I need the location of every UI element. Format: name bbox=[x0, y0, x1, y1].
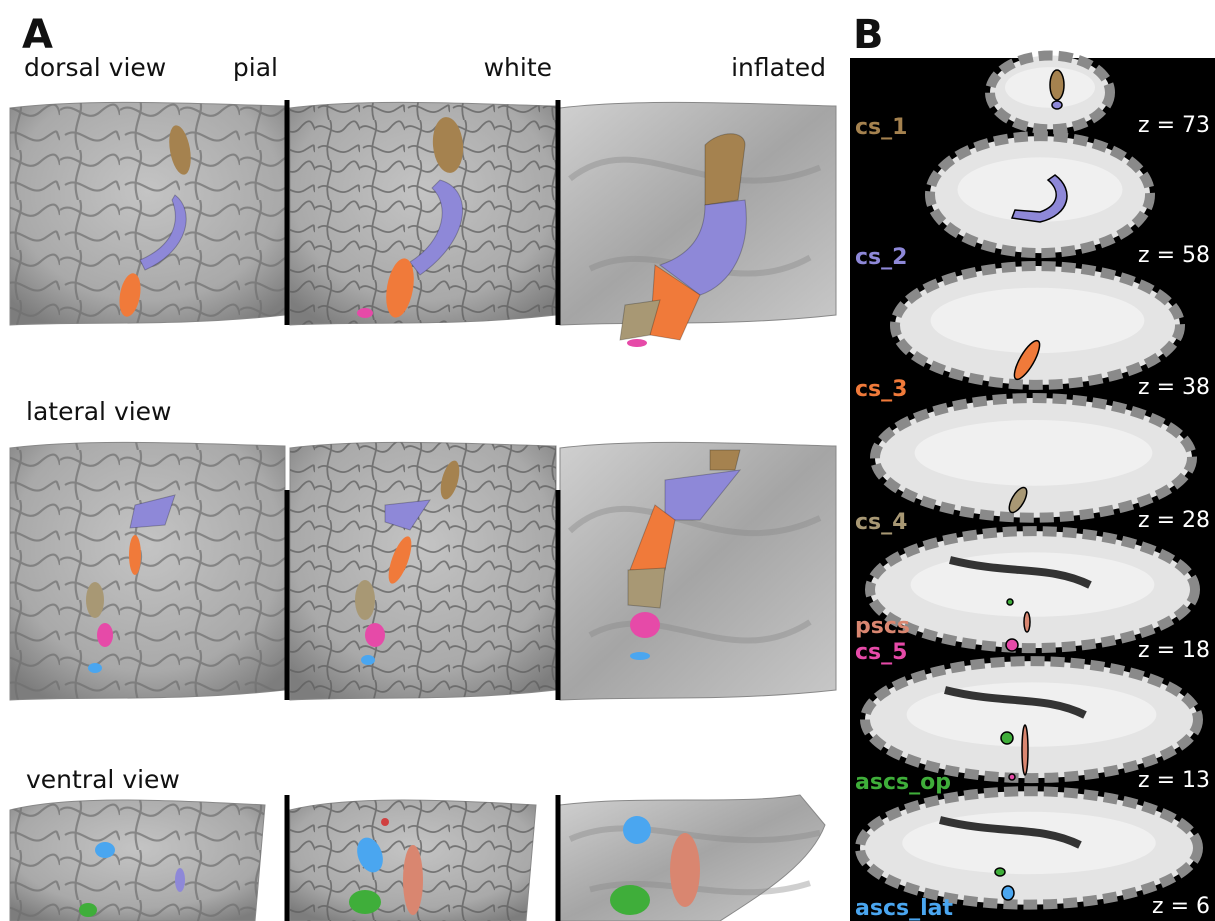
sulcus-patch bbox=[129, 535, 141, 575]
slice-label: cs_4 bbox=[855, 510, 907, 535]
sulcus-patch bbox=[995, 868, 1005, 876]
sulcus-patch bbox=[630, 612, 660, 638]
sulcus-patch bbox=[1009, 774, 1015, 780]
gyri-texture bbox=[10, 800, 265, 921]
slice-label: cs_5 bbox=[855, 640, 907, 665]
sulcus-patch bbox=[403, 845, 423, 915]
row-label: dorsal view bbox=[24, 53, 166, 82]
sulcus-patch bbox=[381, 818, 389, 826]
slice-label: cs_3 bbox=[855, 377, 907, 402]
panel-label: B bbox=[853, 12, 884, 58]
column-label: pial bbox=[233, 53, 278, 82]
z-label: z = 18 bbox=[1138, 638, 1210, 663]
z-label: z = 13 bbox=[1138, 768, 1210, 793]
panel-label: A bbox=[22, 12, 53, 58]
sulcus-patch bbox=[670, 833, 700, 907]
z-label: z = 38 bbox=[1138, 375, 1210, 400]
gyri-texture bbox=[10, 442, 285, 700]
sulcus-patch bbox=[355, 580, 375, 620]
white-matter bbox=[915, 420, 1153, 486]
column-label: white bbox=[484, 53, 552, 82]
panel-a-renderings bbox=[10, 100, 836, 921]
sulcus-patch bbox=[1001, 732, 1013, 744]
sulcus-patch bbox=[97, 623, 113, 647]
z-label: z = 6 bbox=[1152, 894, 1210, 919]
sulcus-patch bbox=[623, 816, 651, 844]
sulcus-patch bbox=[95, 842, 115, 858]
sulcus-patch bbox=[628, 568, 665, 608]
slice-label: pscs bbox=[855, 614, 910, 639]
white-matter bbox=[907, 682, 1157, 746]
gyri-texture bbox=[290, 442, 556, 700]
sulcus-patch bbox=[610, 885, 650, 915]
sulcus-patch bbox=[1002, 886, 1014, 900]
gyri-texture bbox=[10, 102, 285, 325]
sulcus-patch bbox=[357, 308, 373, 318]
z-label: z = 28 bbox=[1138, 508, 1210, 533]
sulcus-patch bbox=[1024, 612, 1030, 632]
row-label: ventral view bbox=[26, 765, 180, 794]
sulcus-patch bbox=[349, 890, 381, 914]
z-label: z = 58 bbox=[1138, 243, 1210, 268]
slice-label: cs_2 bbox=[855, 245, 907, 270]
gyri-texture bbox=[290, 102, 556, 325]
slice-label: cs_1 bbox=[855, 115, 907, 140]
sulcus-patch bbox=[365, 623, 385, 647]
slice-label: ascs_lat bbox=[855, 896, 953, 921]
sulcus-patch bbox=[88, 663, 102, 673]
white-matter bbox=[911, 552, 1155, 616]
row-label: lateral view bbox=[26, 397, 172, 426]
sulcus-patch bbox=[1022, 725, 1028, 775]
sulcus-patch bbox=[361, 655, 375, 665]
sulcus-patch bbox=[86, 582, 104, 618]
z-label: z = 73 bbox=[1138, 113, 1210, 138]
sulcus-patch bbox=[1052, 101, 1062, 109]
sulcus-patch bbox=[710, 450, 740, 470]
sulcus-patch bbox=[175, 868, 185, 892]
sulcus-patch bbox=[1050, 70, 1064, 100]
sulcus-patch bbox=[627, 339, 647, 347]
figure: A B pial white inflated dorsal view lateral … bbox=[0, 0, 1215, 921]
slice-label: ascs_op bbox=[855, 770, 951, 795]
sulcus-patch bbox=[1007, 599, 1013, 605]
sulcus-patch bbox=[79, 903, 97, 917]
sulcus-patch bbox=[705, 134, 745, 205]
sulcus-patch bbox=[630, 652, 650, 660]
column-label: inflated bbox=[731, 53, 826, 82]
sulcus-patch bbox=[1006, 639, 1018, 651]
